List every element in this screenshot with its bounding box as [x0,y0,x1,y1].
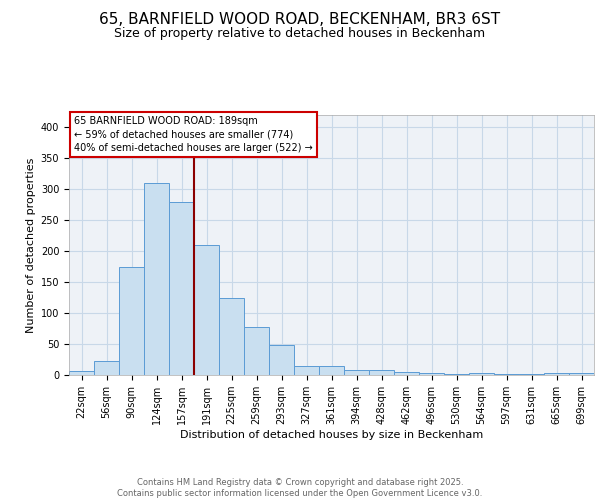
Bar [219,298,244,375]
Bar [119,266,144,375]
Bar [544,372,569,375]
Bar [94,362,119,375]
Bar [394,372,419,375]
Bar [419,373,444,375]
Bar [194,245,219,375]
Bar [69,370,94,375]
Bar [444,374,469,375]
Y-axis label: Number of detached properties: Number of detached properties [26,158,37,332]
Bar [344,370,369,375]
Bar [144,183,169,375]
Text: Size of property relative to detached houses in Beckenham: Size of property relative to detached ho… [115,28,485,40]
Bar [244,326,269,375]
Bar [369,370,394,375]
Bar [469,372,494,375]
Bar [319,366,344,375]
X-axis label: Distribution of detached houses by size in Beckenham: Distribution of detached houses by size … [180,430,483,440]
Bar [569,372,594,375]
Text: Contains HM Land Registry data © Crown copyright and database right 2025.
Contai: Contains HM Land Registry data © Crown c… [118,478,482,498]
Bar [519,374,544,375]
Text: 65, BARNFIELD WOOD ROAD, BECKENHAM, BR3 6ST: 65, BARNFIELD WOOD ROAD, BECKENHAM, BR3 … [100,12,500,28]
Bar [294,366,319,375]
Bar [494,374,519,375]
Bar [169,202,194,375]
Text: 65 BARNFIELD WOOD ROAD: 189sqm
← 59% of detached houses are smaller (774)
40% of: 65 BARNFIELD WOOD ROAD: 189sqm ← 59% of … [74,116,313,152]
Bar [269,346,294,375]
